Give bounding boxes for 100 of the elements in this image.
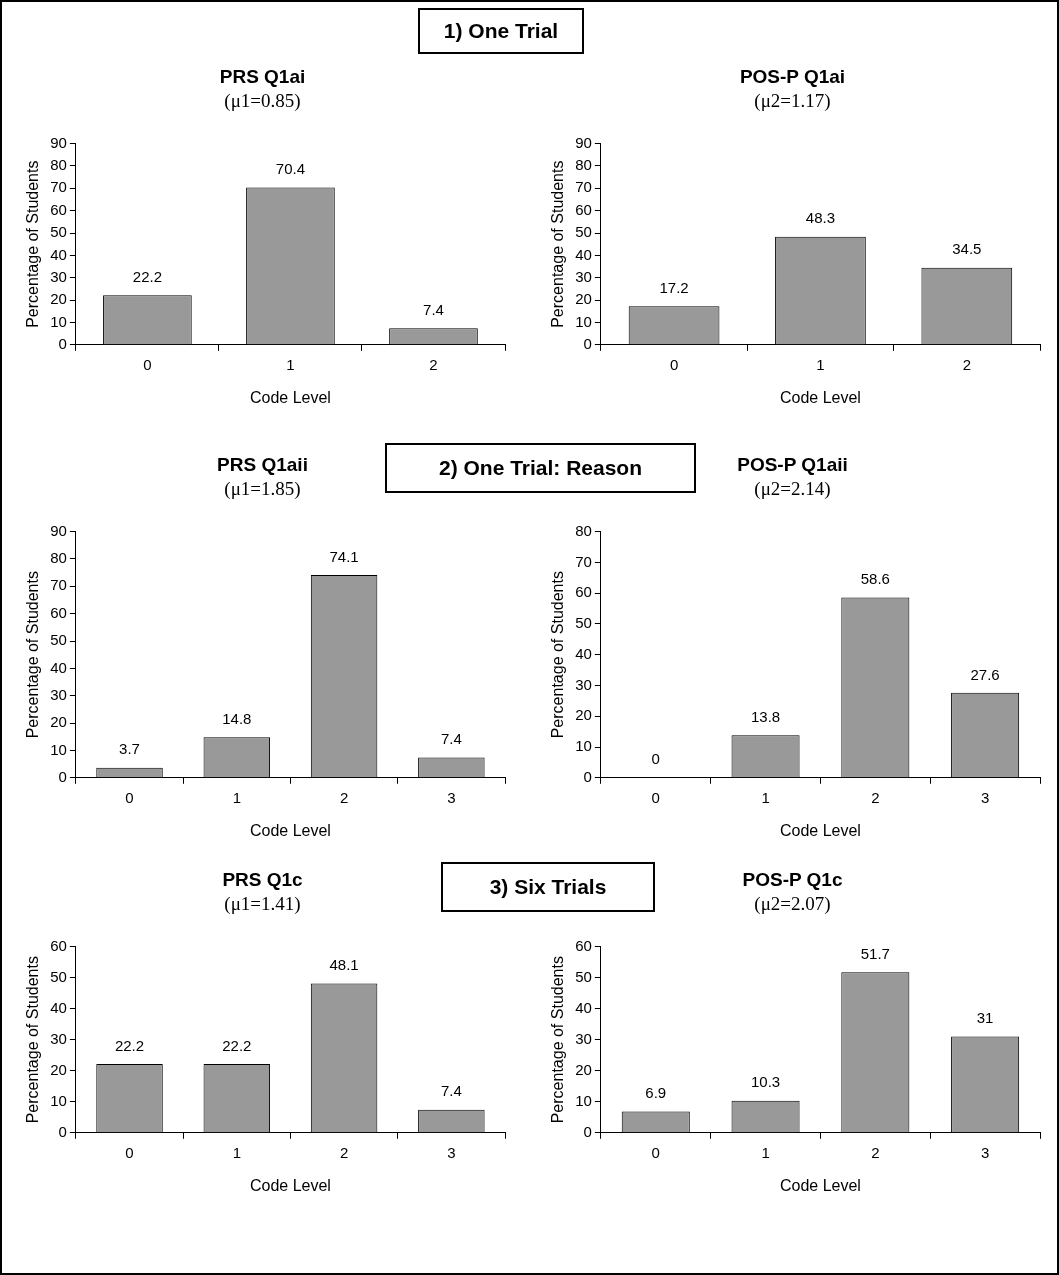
- x-tick-label: 1: [761, 788, 770, 806]
- y-tick-label: 50: [575, 967, 592, 985]
- x-tick-label: 0: [651, 1143, 660, 1161]
- y-tick-label: 70: [575, 178, 592, 196]
- y-tick-label: 0: [583, 334, 592, 352]
- data-label: 6.9: [645, 1084, 667, 1102]
- y-tick-label: 40: [575, 245, 592, 263]
- data-label: 7.4: [440, 1082, 462, 1100]
- y-tick-label: 20: [575, 706, 592, 724]
- y-tick-label: 60: [50, 200, 67, 218]
- x-tick-label: 2: [339, 788, 349, 806]
- x-tick-label: 0: [669, 355, 679, 373]
- x-tick-label: 1: [761, 1143, 770, 1161]
- chart-subtitle: (μ1=1.85): [224, 478, 301, 501]
- data-label: 48.3: [805, 209, 836, 227]
- x-axis-title: Code Level: [779, 1176, 861, 1194]
- y-tick-label: 0: [58, 767, 67, 785]
- y-tick-label: 80: [575, 521, 592, 539]
- chart-subtitle: (μ1=0.85): [224, 90, 301, 113]
- y-tick-label: 30: [575, 675, 592, 693]
- x-tick-label: 2: [339, 1143, 349, 1161]
- data-label: 22.2: [222, 1036, 252, 1054]
- y-tick-label: 50: [50, 631, 67, 649]
- data-label: 58.6: [860, 570, 890, 588]
- y-axis-title: Percentage of Students: [24, 160, 42, 328]
- x-tick-label: 2: [429, 355, 438, 373]
- y-tick-label: 50: [575, 223, 592, 241]
- text: 1) One Trial: [418, 8, 584, 54]
- data-label: 48.1: [329, 956, 359, 974]
- x-tick-label: 0: [125, 788, 134, 806]
- data-label: 27.6: [970, 665, 1000, 683]
- y-tick-label: 40: [50, 245, 67, 263]
- y-tick-label: 30: [575, 1029, 592, 1047]
- y-tick-label: 20: [50, 1060, 67, 1078]
- y-axis-title: Percentage of Students: [24, 956, 42, 1124]
- data-label: 22.2: [132, 267, 163, 285]
- text: 3) Six Trials: [441, 862, 655, 912]
- chart-subtitle: (μ2=2.07): [754, 893, 831, 916]
- x-axis-title: Code Level: [779, 821, 861, 839]
- chart-title: POS-P Q1ai: [739, 65, 846, 87]
- y-axis-title: Percentage of Students: [549, 571, 567, 739]
- x-tick-label: 0: [143, 355, 152, 373]
- chart-subtitle: (μ2=2.14): [754, 478, 831, 501]
- data-label: 22.2: [114, 1036, 145, 1054]
- x-tick-label: 2: [871, 1143, 880, 1161]
- y-tick-label: 70: [50, 576, 67, 594]
- y-tick-label: 80: [575, 156, 592, 174]
- y-tick-label: 60: [575, 200, 592, 218]
- y-axis-title: Percentage of Students: [24, 571, 42, 739]
- chart-title: POS-P Q1c: [742, 868, 843, 890]
- y-tick-label: 40: [50, 658, 67, 676]
- y-tick-label: 10: [575, 737, 592, 755]
- y-tick-label: 10: [50, 1091, 67, 1109]
- y-tick-label: 20: [50, 290, 67, 308]
- y-tick-label: 60: [575, 936, 592, 954]
- y-tick-label: 0: [583, 1122, 592, 1140]
- x-tick-label: 1: [816, 355, 825, 373]
- y-tick-label: 60: [50, 936, 67, 954]
- data-label: 34.5: [952, 240, 982, 258]
- y-tick-label: 30: [50, 267, 67, 285]
- y-tick-label: 80: [50, 156, 67, 174]
- y-tick-label: 70: [50, 178, 67, 196]
- data-label: 0: [651, 750, 660, 768]
- x-tick-label: 1: [232, 1143, 241, 1161]
- data-label: 31: [976, 1009, 994, 1027]
- y-axis-title: Percentage of Students: [549, 956, 567, 1124]
- y-tick-label: 0: [58, 1122, 67, 1140]
- x-axis-title: Code Level: [249, 388, 331, 406]
- y-tick-label: 90: [575, 133, 592, 151]
- x-tick-label: 3: [980, 1143, 990, 1161]
- y-tick-label: 20: [575, 1060, 592, 1078]
- data-label: 51.7: [860, 945, 890, 962]
- y-tick-label: 90: [50, 133, 67, 151]
- x-tick-label: 3: [980, 788, 990, 806]
- y-tick-label: 50: [575, 614, 592, 632]
- y-tick-label: 40: [575, 998, 592, 1016]
- y-tick-label: 40: [575, 644, 592, 662]
- y-tick-label: 60: [575, 583, 592, 601]
- chart-title: PRS Q1c: [222, 868, 304, 890]
- data-label: 70.4: [275, 160, 306, 178]
- y-tick-label: 30: [575, 267, 592, 285]
- x-axis-title: Code Level: [249, 821, 331, 839]
- y-tick-label: 80: [50, 549, 67, 567]
- x-tick-label: 0: [651, 788, 660, 806]
- x-tick-label: 3: [447, 788, 456, 806]
- y-tick-label: 60: [50, 603, 67, 621]
- data-label: 14.8: [222, 709, 252, 727]
- y-tick-label: 10: [50, 740, 67, 758]
- chart-subtitle: (μ1=1.41): [224, 893, 301, 916]
- y-tick-label: 90: [50, 521, 67, 539]
- chart-title: PRS Q1aii: [217, 453, 308, 475]
- data-label: 17.2: [659, 278, 689, 296]
- y-axis-title: Percentage of Students: [549, 160, 567, 328]
- x-tick-label: 3: [447, 1143, 456, 1161]
- text: 2) One Trial: Reason: [385, 443, 696, 493]
- data-label: 10.3: [750, 1073, 781, 1091]
- y-tick-label: 20: [50, 713, 67, 731]
- x-axis-title: Code Level: [249, 1176, 331, 1194]
- chart-title: PRS Q1ai: [219, 65, 306, 87]
- x-tick-label: 1: [232, 788, 241, 806]
